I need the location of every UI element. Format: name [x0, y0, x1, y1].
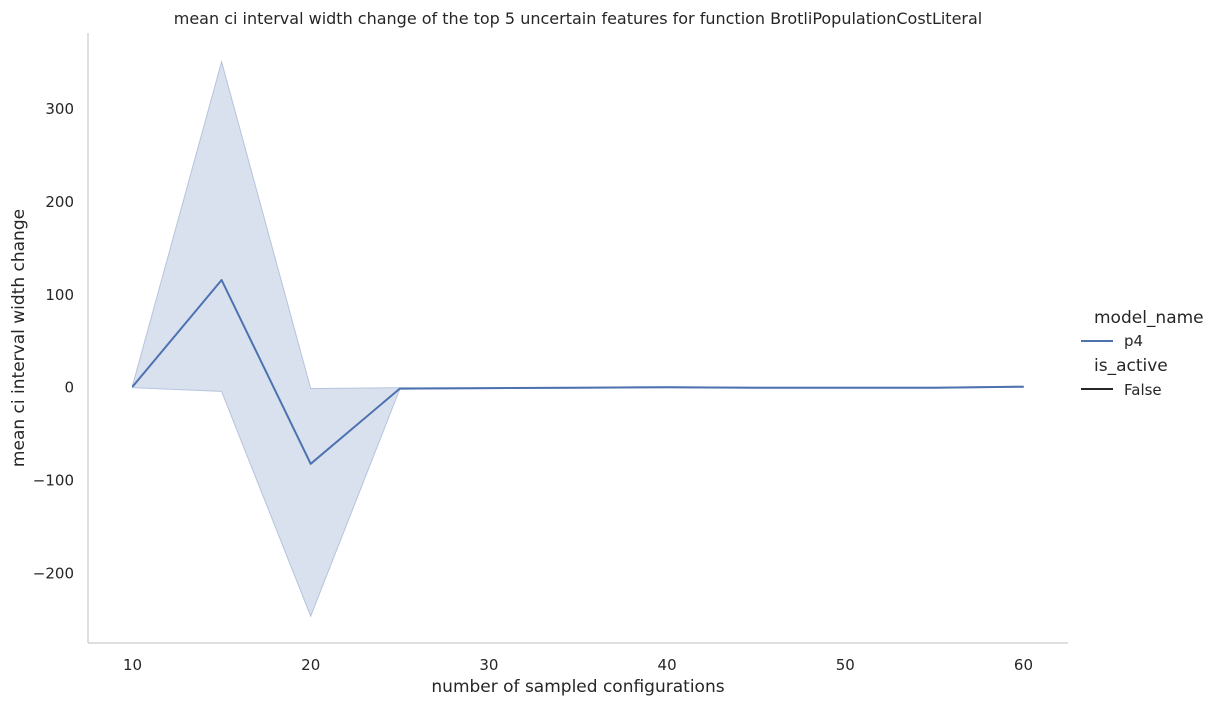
- x-tick-label: 50: [836, 656, 855, 674]
- data-point: [844, 387, 846, 389]
- legend-label-p4: p4: [1124, 332, 1143, 350]
- legend-title-is-active: is_active: [1094, 356, 1168, 376]
- x-tick-label: 10: [123, 656, 142, 674]
- y-tick-label: 0: [64, 379, 74, 397]
- x-tick-label: 30: [479, 656, 498, 674]
- y-tick-label: −100: [33, 472, 74, 490]
- data-point: [488, 387, 490, 389]
- legend-label-false: False: [1124, 381, 1162, 399]
- y-tick-label: −200: [33, 564, 74, 582]
- x-tick-label: 60: [1014, 656, 1033, 674]
- data-point: [1022, 386, 1024, 388]
- data-point: [666, 386, 668, 388]
- y-tick-label: 300: [45, 100, 74, 118]
- confidence-band-p4: [132, 59, 1024, 618]
- plot-area: [131, 59, 1024, 618]
- y-axis-title: mean ci interval width change: [9, 209, 29, 467]
- x-axis-ticks: 10 20 30 40 50 60: [123, 656, 1033, 674]
- data-point: [933, 387, 935, 389]
- data-point: [310, 463, 312, 465]
- x-tick-label: 40: [658, 656, 677, 674]
- data-point: [577, 387, 579, 389]
- y-axis-ticks: −200 −100 0 100 200 300: [33, 100, 74, 582]
- chart-title: mean ci interval width change of the top…: [174, 9, 983, 28]
- y-tick-label: 100: [45, 286, 74, 304]
- data-point: [755, 387, 757, 389]
- x-tick-label: 20: [301, 656, 320, 674]
- y-tick-label: 200: [45, 193, 74, 211]
- x-axis-title: number of sampled configurations: [431, 677, 724, 697]
- data-point: [399, 388, 401, 390]
- data-points: [132, 279, 1024, 465]
- legend: model_name p4 is_active False: [1081, 308, 1204, 399]
- data-point: [132, 386, 134, 388]
- legend-title-model-name: model_name: [1094, 308, 1204, 328]
- data-point: [221, 279, 223, 281]
